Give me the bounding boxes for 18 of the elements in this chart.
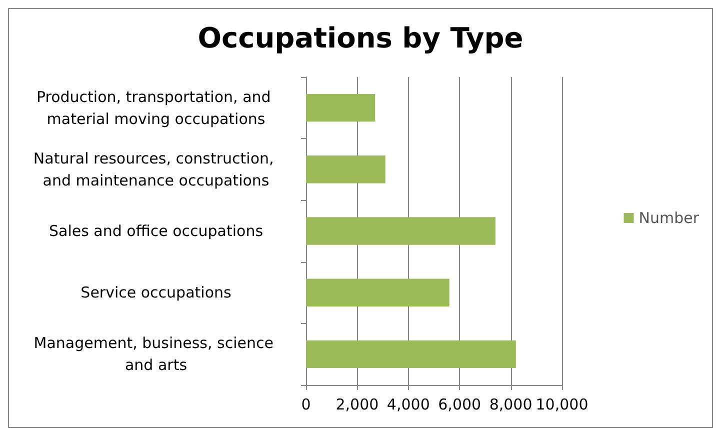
x-tick-label: 4,000 (386, 396, 430, 414)
x-tick-label: 2,000 (336, 396, 379, 414)
y-tick-label: Management, business, science and arts (34, 334, 278, 374)
bar (306, 156, 386, 184)
y-tick-label: Service occupations (80, 284, 232, 302)
chart-title: Occupations by Type (198, 22, 524, 54)
x-tick-label: 8,000 (489, 396, 532, 414)
bar (306, 94, 376, 122)
x-tick-label: 10,000 (536, 396, 588, 414)
y-tick-label: Natural resources, construction, and maintenance occupations (33, 149, 279, 190)
bar (306, 217, 496, 245)
x-tick-label: 0 (301, 396, 311, 414)
bar (306, 340, 516, 368)
bar (306, 278, 450, 306)
legend-label: Number (638, 209, 700, 227)
y-tick-label: Sales and office occupations (48, 222, 264, 240)
y-tick-label: Production, transportation, and material moving occupations (36, 88, 276, 128)
x-tick-label: 6,000 (438, 396, 482, 414)
